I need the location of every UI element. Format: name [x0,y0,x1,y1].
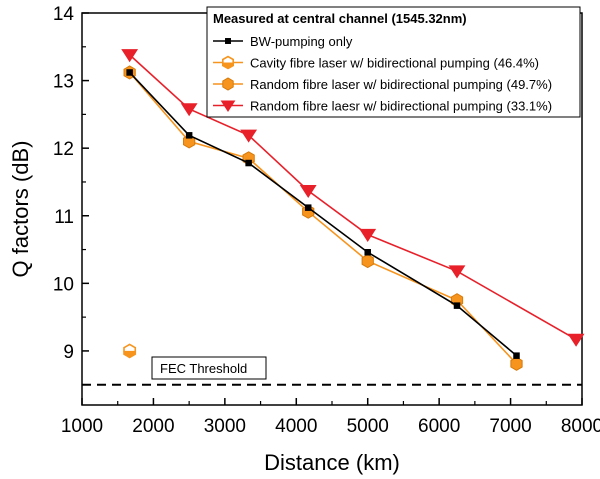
annotations: FEC Threshold [151,356,267,380]
data-point [364,249,371,256]
data-point [240,129,258,143]
legend: Measured at central channel (1545.32nm) … [206,6,581,118]
data-point [185,132,193,139]
legend-item-4: Random fibre laesr w/ bidirectional pump… [213,99,552,114]
legend-label: BW-pumping only [250,34,353,49]
series-1 [126,69,520,359]
x-tick-label: 1000 [61,416,103,437]
marker-shape [222,77,234,91]
x-tick-label: 2000 [132,416,174,437]
data-point [567,333,585,347]
legend-label: Random fibre laser w/ bidirectional pump… [250,77,552,92]
legend-box [206,6,581,118]
marker-fill [222,62,234,69]
marker-shape [510,356,523,371]
series-4 [121,49,585,347]
legend-title: Measured at central channel (1545.32nm) [213,11,467,26]
y-axis: 9 10 11 12 13 14 [53,4,89,386]
legend-item-3: Random fibre laser w/ bidirectional pump… [213,77,552,92]
x-tick-label: 6000 [418,416,460,437]
legend-marker [222,55,234,70]
fec-threshold-label: FEC Threshold [160,361,247,376]
y-tick-label: 14 [53,4,75,25]
x-tick-label: 8000 [561,416,600,437]
data-point [304,204,312,211]
x-axis-title: Distance (km) [264,450,400,475]
legend-items: BW-pumping only Cavity fibre laser w/ bid… [213,34,552,114]
data-point [180,103,198,117]
marker-shape [361,253,374,269]
data-point [361,253,374,269]
marker-fill [123,350,137,358]
data-point [123,343,137,359]
x-axis: 1000 2000 3000 4000 5000 6000 7000 8000 [61,398,600,437]
data-point [453,302,461,309]
data-point [126,69,133,76]
y-tick-label: 12 [53,139,74,160]
x-tick-label: 4000 [275,416,317,437]
x-tick-label: 3000 [204,416,246,437]
series-group [121,49,585,371]
data-point [510,356,523,371]
data-point [245,159,252,167]
data-point [121,49,139,63]
legend-marker [225,38,231,44]
data-point [448,265,466,279]
y-tick-label: 13 [53,72,74,93]
legend-marker [222,77,234,91]
data-point [513,352,520,359]
data-point [359,228,377,242]
x-tick-label: 5000 [347,416,389,437]
legend-label: Random fibre laesr w/ bidirectional pump… [250,99,552,114]
y-tick-label: 9 [63,342,74,363]
legend-marker [220,100,236,112]
y-tick-label: 11 [54,207,74,228]
legend-item-2: Cavity fibre laser w/ bidirectional pump… [213,56,539,71]
y-axis-title: Q factors (dB) [8,141,33,278]
x-tick-label: 7000 [489,416,531,437]
y-tick-label: 10 [53,274,74,295]
legend-item-1: BW-pumping only [213,34,353,49]
series-2 [123,343,137,359]
fec-label-box [151,356,267,380]
data-point [299,185,317,199]
legend-label: Cavity fibre laser w/ bidirectional pump… [250,56,539,71]
